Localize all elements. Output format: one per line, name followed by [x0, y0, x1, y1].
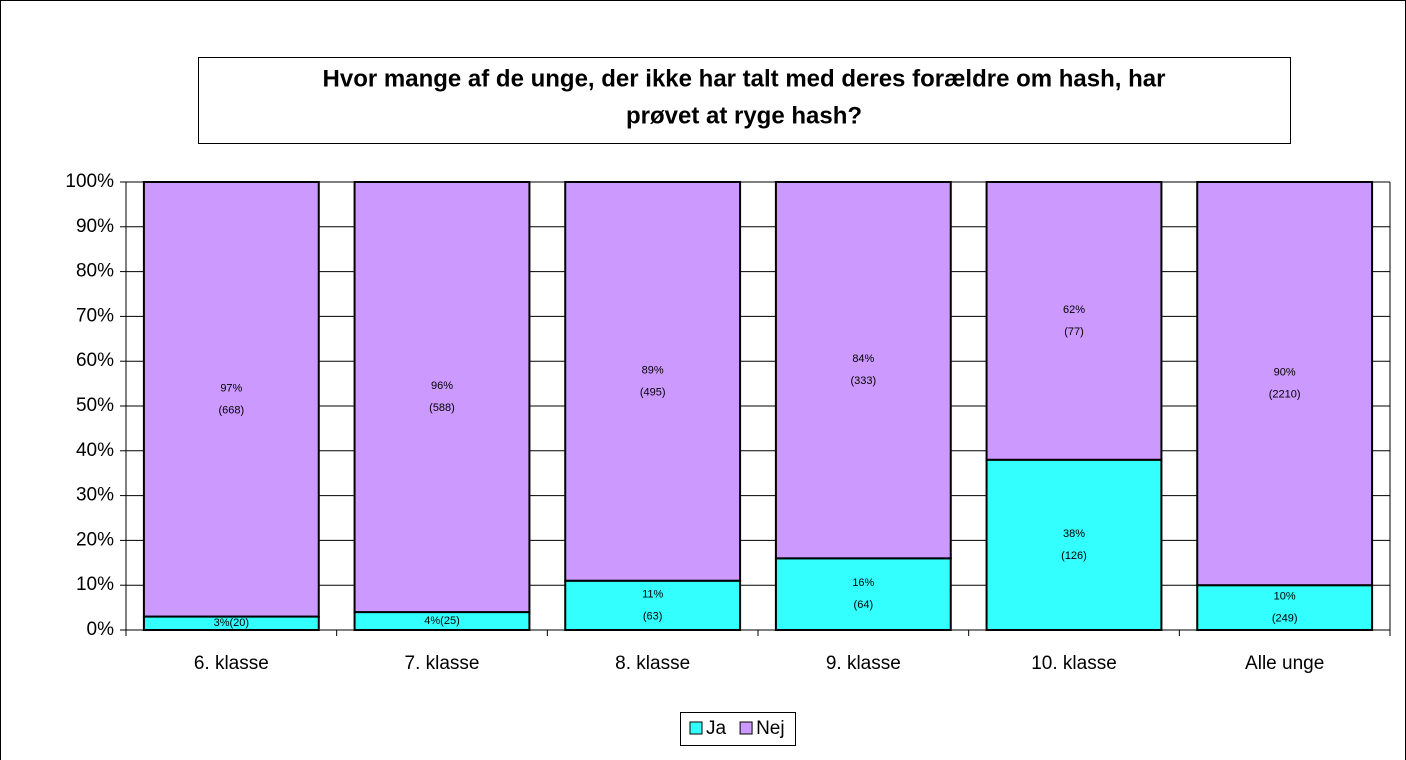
value-label: 38% (126): [1061, 528, 1087, 562]
x-tick-label: 7. klasse: [405, 653, 480, 674]
y-tick-label: 0%: [87, 619, 115, 640]
legend: Ja Nej: [680, 712, 796, 746]
y-tick-label: 60%: [76, 350, 114, 371]
chart-title: Hvor mange af de unge, der ikke har talt…: [323, 65, 1166, 92]
value-label: 89% (495): [640, 364, 666, 398]
legend-swatch: [689, 721, 703, 735]
bar-segment: [353, 181, 531, 614]
y-tick-label: 80%: [76, 261, 114, 282]
value-label: 97% (668): [218, 382, 244, 416]
bar-segment: [1196, 181, 1374, 587]
value-label: 84% (333): [850, 353, 876, 387]
value-label: 62% (77): [1063, 304, 1085, 338]
bar-segment: [564, 579, 742, 631]
value-label: 11% (63): [642, 588, 663, 622]
y-tick-label: 70%: [76, 305, 114, 326]
y-tick-label: 40%: [76, 440, 114, 461]
bar-segment: [1196, 584, 1374, 632]
y-tick-label: 50%: [76, 395, 114, 416]
value-label: 90% (2210): [1269, 367, 1301, 401]
x-tick-label: 9. klasse: [826, 653, 901, 674]
legend-label: Ja: [706, 718, 727, 739]
y-tick-label: 90%: [76, 216, 114, 237]
chart-title: prøvet at ryge hash?: [626, 102, 862, 129]
y-tick-label: 20%: [76, 529, 114, 550]
bar-segment: [564, 181, 742, 582]
value-label: 96% (588): [429, 380, 455, 414]
title-box: [198, 57, 1291, 144]
y-tick-label: 100%: [65, 171, 114, 192]
x-tick-label: 10. klasse: [1031, 653, 1117, 674]
bar-segment: [774, 557, 952, 632]
y-tick-label: 30%: [76, 485, 114, 506]
x-tick-label: 6. klasse: [194, 653, 269, 674]
legend-label: Nej: [756, 718, 785, 739]
x-tick-label: 8. klasse: [615, 653, 690, 674]
legend-swatch: [739, 721, 753, 735]
bar-segment: [774, 181, 952, 560]
bar-segment: [142, 181, 320, 618]
value-label: 16% (64): [852, 577, 874, 611]
x-tick-label: Alle unge: [1245, 653, 1324, 674]
value-label: 3%(20): [214, 617, 249, 629]
value-label: 10% (249): [1272, 591, 1298, 625]
bar-segment: [985, 458, 1163, 632]
y-tick-label: 10%: [76, 574, 114, 595]
value-label: 4%(25): [424, 615, 459, 627]
bar-segment: [985, 181, 1163, 461]
